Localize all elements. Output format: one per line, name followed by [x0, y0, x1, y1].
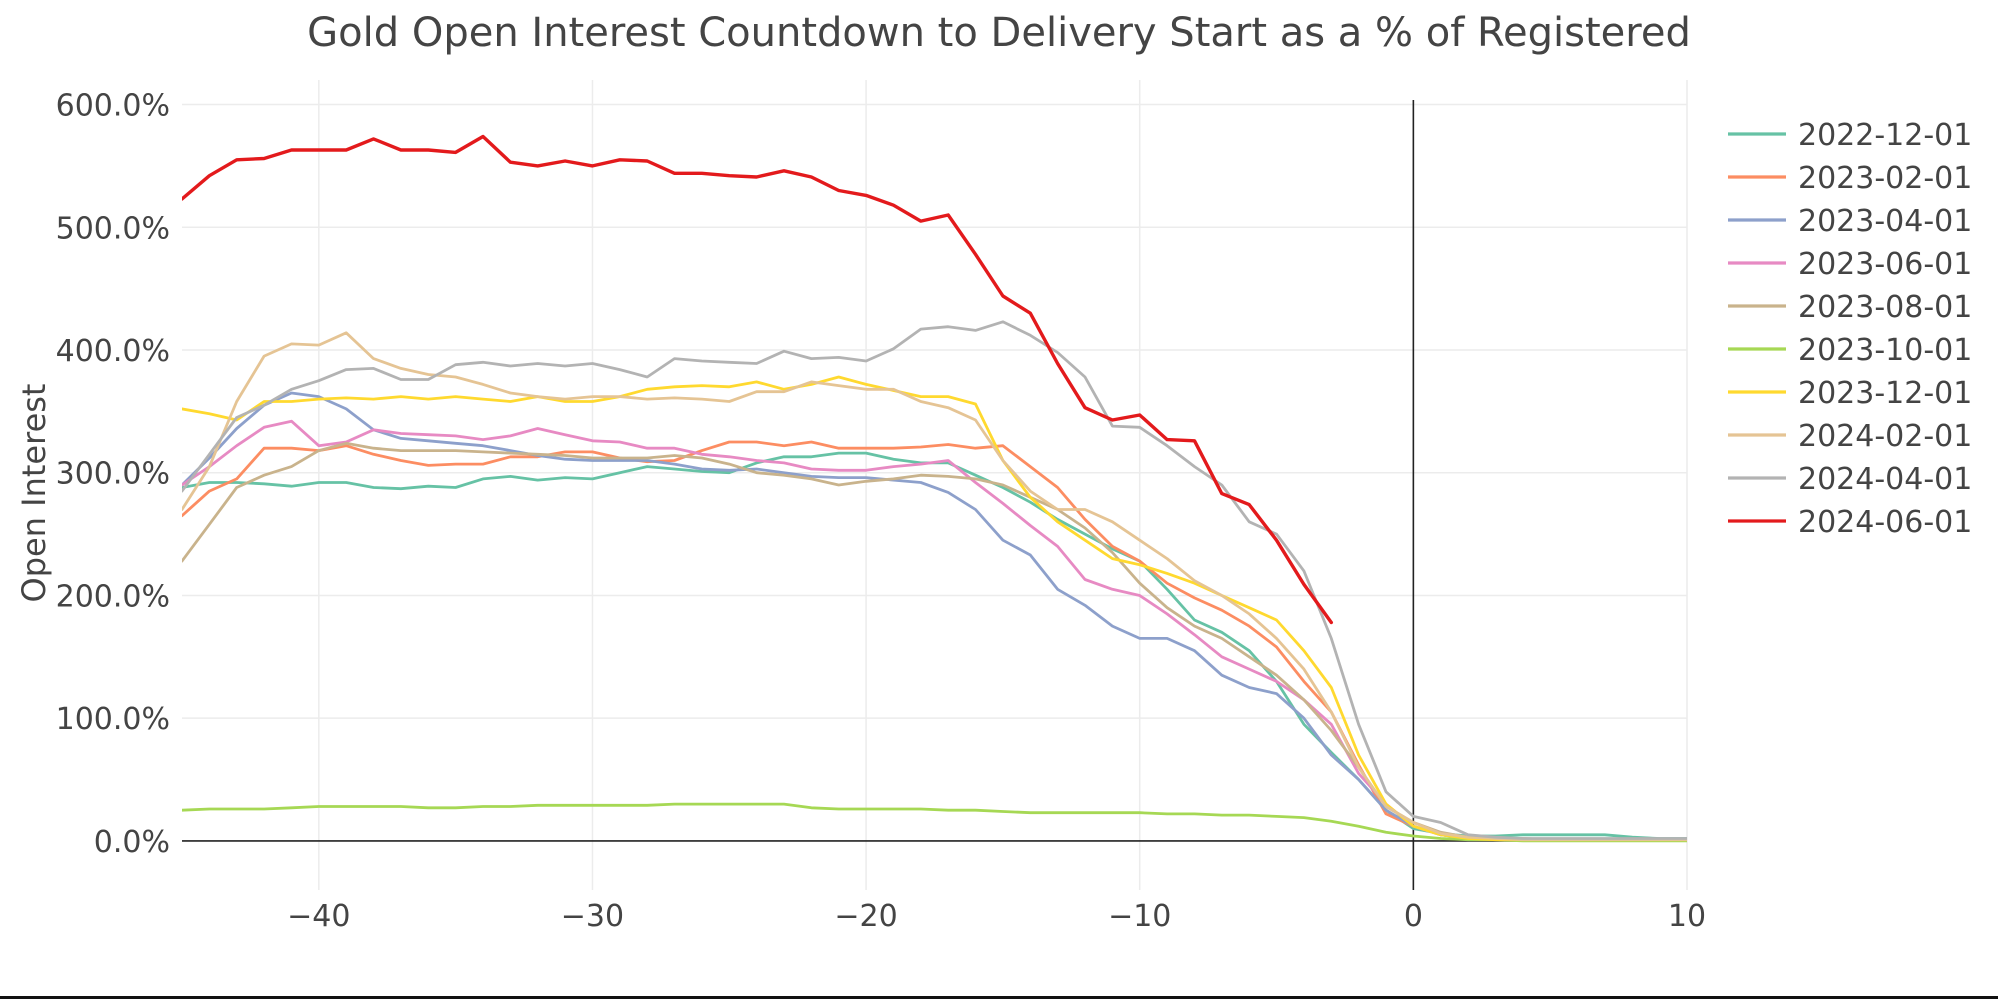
legend-label[interactable]: 2023-06-01 — [1798, 247, 1972, 282]
y-tick-label: 400.0% — [56, 334, 170, 369]
axes — [182, 100, 1687, 890]
tick-labels: 0.0% 100.0% 200.0% 300.0% 400.0% 500.0% 600.0%… — [56, 89, 1706, 934]
x-tick-label: −40 — [287, 899, 350, 934]
x-tick-label: −20 — [834, 899, 897, 934]
legend-label[interactable]: 2024-06-01 — [1798, 505, 1972, 540]
series-2023-06-01-line — [182, 419, 1687, 842]
chart-title: Gold Open Interest Countdown to Delivery… — [307, 10, 1691, 56]
series-2023-02-01-line — [182, 440, 1687, 842]
y-tick-label: 300.0% — [56, 457, 170, 492]
series-2023-12-01-line — [182, 375, 1687, 842]
y-tick-label: 200.0% — [56, 579, 170, 614]
legend-label[interactable]: 2023-10-01 — [1798, 333, 1972, 368]
x-tick-label: −30 — [561, 899, 624, 934]
series-lines — [182, 134, 1687, 843]
series-2024-02-01-line — [182, 331, 1687, 842]
legend-label[interactable]: 2023-12-01 — [1798, 376, 1972, 411]
x-tick-label: −10 — [1108, 899, 1171, 934]
y-axis-label: Open Interest — [15, 384, 53, 603]
x-tick-label: 0 — [1404, 899, 1423, 934]
series-2024-04-01-line — [182, 320, 1687, 840]
y-tick-label: 100.0% — [56, 702, 170, 737]
y-tick-label: 500.0% — [56, 211, 170, 246]
legend-label[interactable]: 2024-04-01 — [1798, 462, 1972, 497]
legend-label[interactable]: 2023-02-01 — [1798, 161, 1972, 196]
legend-label[interactable]: 2023-04-01 — [1798, 204, 1972, 239]
y-tick-label: 0.0% — [94, 825, 170, 860]
series-2023-04-01-line — [182, 391, 1687, 842]
gridlines — [182, 80, 1688, 890]
bottom-border — [0, 996, 1998, 999]
legend-label[interactable]: 2023-08-01 — [1798, 290, 1972, 325]
legend-label[interactable]: 2024-02-01 — [1798, 419, 1972, 454]
series-2023-10-01-line — [182, 802, 1687, 843]
legend-label[interactable]: 2022-12-01 — [1798, 118, 1972, 153]
y-tick-label: 600.0% — [56, 89, 170, 124]
x-tick-label: 10 — [1668, 899, 1706, 934]
series-2024-06-01-line — [182, 134, 1334, 625]
legend[interactable]: 2022-12-01 2023-02-01 2023-04-01 2023-06-01… — [1728, 118, 1972, 540]
series-2022-12-01-line — [182, 451, 1687, 840]
series-2023-08-01-line — [182, 441, 1687, 842]
